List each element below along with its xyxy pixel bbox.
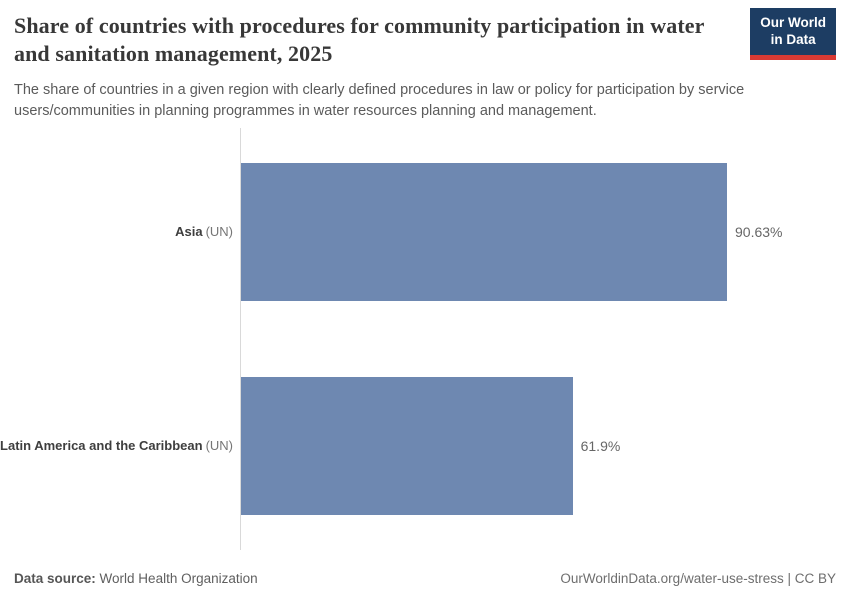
chart-title: Share of countries with procedures for c…	[14, 13, 705, 66]
owid-logo: Our World in Data	[750, 8, 836, 60]
bar-label-latin-america: Latin America and the Caribbean (UN)	[0, 438, 240, 454]
chart-header: Share of countries with procedures for c…	[14, 8, 836, 121]
chart-subtitle: The share of countries in a given region…	[14, 82, 745, 119]
bar-label-asia: Asia (UN)	[0, 224, 240, 240]
entity-name: Asia	[175, 223, 203, 239]
entity-name: Latin America and the Caribbean	[0, 437, 203, 453]
bar-latin-america[interactable]	[240, 377, 573, 515]
bar-value-asia: 90.63%	[735, 224, 783, 240]
y-axis-line	[240, 128, 241, 550]
entity-suffix: (UN)	[205, 437, 233, 453]
owid-logo-line2: in Data	[770, 31, 816, 47]
license-label: CC BY	[794, 571, 836, 586]
entity-suffix: (UN)	[205, 223, 233, 239]
data-source-value: World Health Organization	[99, 571, 258, 586]
data-source-note: Data source: World Health Organization	[14, 571, 258, 586]
bar-area-asia: 90.63%	[240, 163, 836, 301]
bar-row-asia: Asia (UN) 90.63%	[0, 163, 836, 301]
chart-footer: Data source: World Health Organization O…	[14, 571, 836, 586]
owid-logo-line1: Our World	[760, 15, 826, 30]
owid-url-link[interactable]: OurWorldinData.org/water-use-stress	[560, 571, 784, 586]
bar-chart-plot: Asia (UN) 90.63% Latin America and the Ca…	[0, 128, 836, 550]
data-source-label: Data source:	[14, 571, 96, 586]
bar-value-latin-america: 61.9%	[580, 438, 621, 454]
bar-asia[interactable]	[240, 163, 727, 301]
bar-area-latin-america: 61.9%	[240, 377, 836, 515]
bar-row-latin-america: Latin America and the Caribbean (UN) 61.9…	[0, 377, 836, 515]
attribution-separator: |	[783, 571, 795, 586]
attribution-note: OurWorldinData.org/water-use-stress | CC…	[560, 571, 836, 586]
